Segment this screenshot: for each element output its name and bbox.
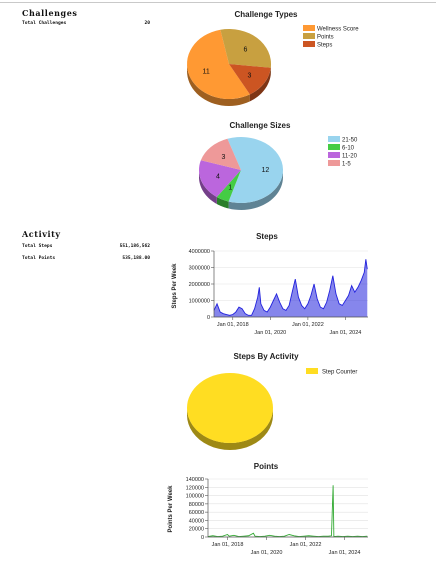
pie-side-step-counter — [187, 408, 273, 450]
pie-value-label-11-20: 4 — [216, 174, 220, 181]
y-tick-label: 100000 — [186, 494, 204, 500]
y-tick-label: 4000000 — [189, 249, 210, 255]
steps-by-activity-title: Steps By Activity — [233, 352, 299, 361]
y-tick-label: 0 — [201, 535, 204, 541]
y-tick-label: 2000000 — [189, 282, 210, 288]
y-tick-label: 0 — [207, 315, 210, 321]
legend-label-11-20: 11-20 — [342, 154, 358, 160]
pie-value-label-1-5: 3 — [222, 154, 226, 161]
pie-value-label-points: 6 — [243, 47, 247, 54]
y-tick-label: 120000 — [186, 485, 204, 491]
series-line — [213, 259, 368, 316]
pie-side-wellness-score — [187, 64, 250, 106]
total-points-label: Total Points — [22, 256, 56, 261]
total-steps-value: 551,186,562 — [119, 244, 150, 249]
steps-title: Steps — [256, 232, 278, 241]
pie-slice-steps — [229, 64, 271, 95]
total-challenges-label: Total Challenges — [22, 21, 67, 26]
legend-label-1-5: 1-5 — [342, 162, 351, 168]
top-divider — [0, 2, 436, 3]
legend-swatch-1-5 — [328, 160, 340, 166]
legend-swatch-steps — [303, 41, 315, 47]
x-tick-label: Jan 01, 2020 — [251, 550, 283, 556]
challenges-heading: Challenges — [22, 8, 78, 18]
pie-slice-points — [220, 28, 272, 68]
pie-slice-1-5 — [200, 138, 241, 170]
pie-side-11-20 — [199, 170, 217, 204]
pie-slice-11-20 — [198, 160, 241, 197]
steps-ylabel: Steps Per Week — [172, 263, 178, 309]
legend-label-steps: Steps — [317, 43, 332, 49]
y-tick-label: 80000 — [189, 502, 204, 508]
y-tick-label: 3000000 — [189, 266, 210, 272]
steps-by-activity-pie — [187, 373, 273, 450]
pie-value-label-21-50: 12 — [262, 167, 270, 174]
pie-value-label-steps: 3 — [247, 73, 251, 80]
activity-heading: Activity — [22, 229, 61, 239]
y-tick-label: 140000 — [186, 477, 204, 483]
legend-label-21-50: 21-50 — [342, 138, 358, 144]
challenge-sizes-title: Challenge Sizes — [230, 121, 291, 130]
legend-label-points: Points — [317, 35, 334, 41]
points-ylabel: Points Per Week — [168, 485, 174, 533]
pie-value-label-6-10: 1 — [228, 185, 232, 192]
legend-swatch-step-counter — [306, 368, 318, 374]
total-steps-label: Total Steps — [22, 244, 53, 249]
challenge-types-legend: Wellness Score Points Steps — [303, 25, 359, 49]
challenge-sizes-legend: 21-50 6-10 11-20 1-5 — [328, 136, 358, 168]
pie-slice-21-50 — [227, 136, 284, 203]
x-tick-label: Jan 01, 2020 — [254, 330, 286, 336]
x-tick-label: Jan 01, 2018 — [212, 542, 244, 548]
x-tick-label: Jan 01, 2024 — [329, 550, 361, 556]
points-plot: 0 20000 40000 60000 80000 100000 120000 140000 J… — [186, 477, 368, 556]
total-challenges-value: 20 — [144, 21, 150, 26]
pie-side-6-10 — [216, 196, 229, 209]
series-line — [207, 485, 368, 538]
legend-label-wellness-score: Wellness Score — [317, 27, 359, 33]
steps-by-activity-legend: Step Counter — [306, 368, 357, 376]
total-points-value: 535,188.00 — [122, 256, 150, 261]
y-tick-label: 20000 — [189, 527, 204, 533]
x-tick-label: Jan 01, 2022 — [292, 322, 324, 328]
pie-slice-wellness-score — [187, 29, 250, 99]
pie-slice-6-10 — [216, 170, 241, 202]
pie-side-21-50 — [228, 170, 283, 210]
x-tick-label: Jan 01, 2018 — [217, 322, 249, 328]
x-tick-label: Jan 01, 2022 — [290, 542, 322, 548]
legend-swatch-21-50 — [328, 136, 340, 142]
legend-swatch-6-10 — [328, 144, 340, 150]
legend-label-6-10: 6-10 — [342, 146, 355, 152]
x-tick-label: Jan 01, 2024 — [330, 330, 362, 336]
y-tick-label: 40000 — [189, 518, 204, 524]
legend-swatch-11-20 — [328, 152, 340, 158]
challenge-types-pie: 11 6 3 — [187, 28, 272, 106]
challenge-sizes-pie: 12 1 4 3 — [198, 136, 284, 210]
legend-swatch-points — [303, 33, 315, 39]
legend-swatch-wellness-score — [303, 25, 315, 31]
points-title: Points — [254, 462, 279, 471]
legend-label-step-counter: Step Counter — [322, 370, 357, 376]
y-tick-label: 1000000 — [189, 299, 210, 305]
challenge-types-title: Challenge Types — [235, 10, 299, 19]
series-area — [214, 259, 368, 317]
steps-plot: 0 1000000 2000000 3000000 4000000 Jan 01, 201… — [189, 249, 368, 336]
y-tick-label: 60000 — [189, 510, 204, 516]
pie-value-label-wellness-score: 11 — [203, 69, 210, 76]
pie-slice-step-counter — [187, 373, 273, 443]
pie-side-steps — [249, 67, 271, 102]
